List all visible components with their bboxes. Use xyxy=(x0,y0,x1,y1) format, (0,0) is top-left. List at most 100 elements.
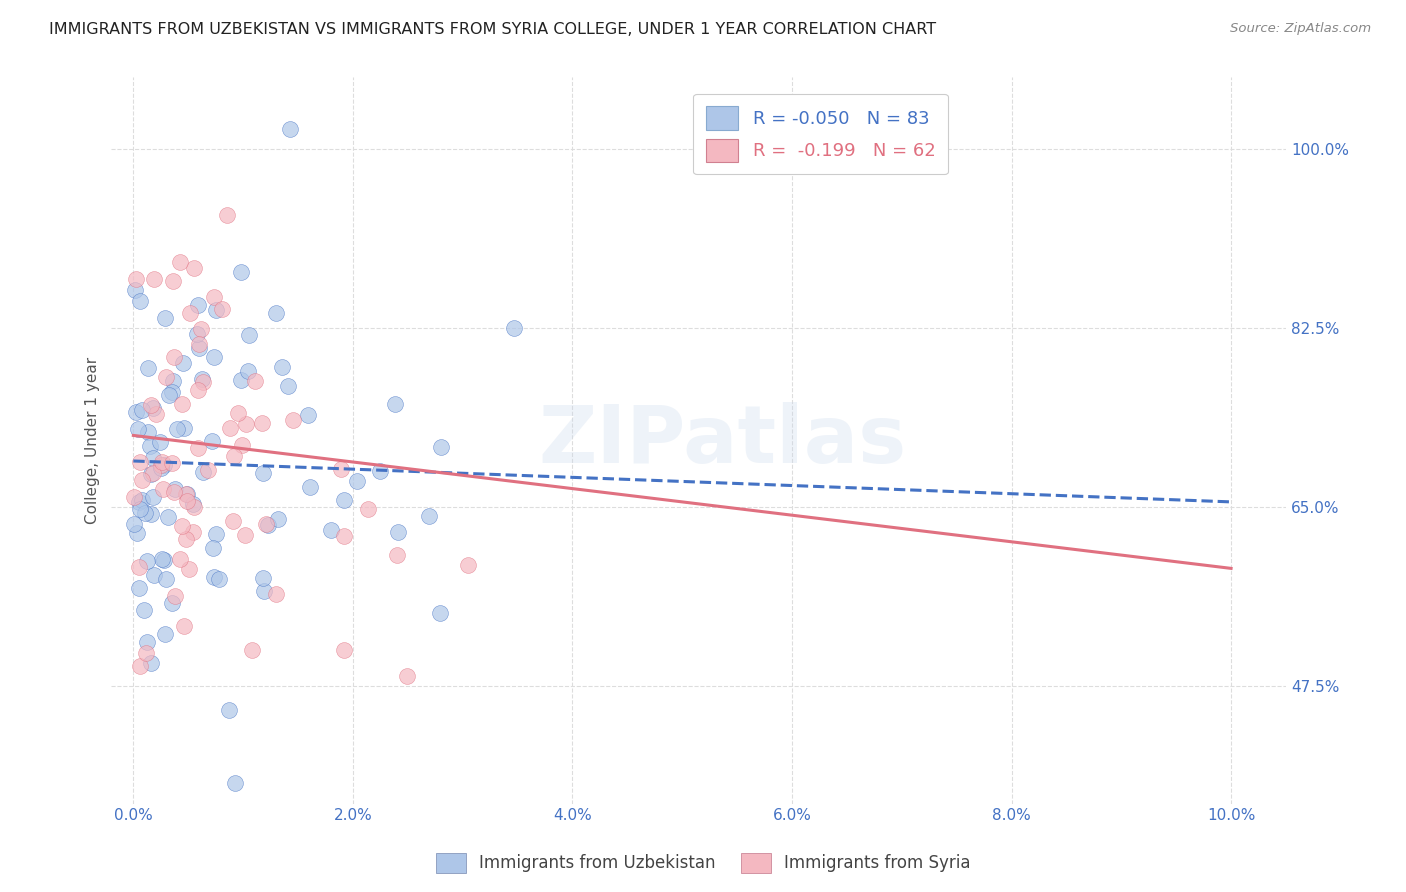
Point xyxy=(170,397,193,411)
Point xyxy=(152,553,174,567)
Point xyxy=(395,669,418,683)
Point xyxy=(142,401,165,415)
Point xyxy=(129,455,152,469)
Point xyxy=(193,376,215,390)
Point xyxy=(155,311,177,326)
Point xyxy=(172,519,194,533)
Point xyxy=(160,456,183,470)
Point xyxy=(252,571,274,585)
Point xyxy=(202,569,225,583)
Point xyxy=(142,450,165,465)
Point xyxy=(156,510,179,524)
Point xyxy=(163,351,186,365)
Point xyxy=(136,425,159,439)
Point xyxy=(162,384,184,399)
Point xyxy=(208,572,231,586)
Point xyxy=(155,627,177,641)
Point xyxy=(139,439,162,453)
Point xyxy=(128,495,150,509)
Point xyxy=(298,480,321,494)
Point xyxy=(266,587,288,601)
Point xyxy=(226,406,249,420)
Point xyxy=(270,360,292,375)
Point xyxy=(204,303,226,318)
Point xyxy=(233,528,256,542)
Point xyxy=(330,462,353,476)
Point xyxy=(141,467,163,481)
Point xyxy=(134,506,156,520)
Point xyxy=(457,558,479,573)
Point xyxy=(418,509,440,524)
Point xyxy=(152,458,174,473)
Text: ZIPatlas: ZIPatlas xyxy=(538,401,907,480)
Point xyxy=(202,541,225,556)
Point xyxy=(141,657,163,671)
Point xyxy=(150,461,173,475)
Point xyxy=(229,265,252,279)
Point xyxy=(267,512,290,526)
Point xyxy=(149,435,172,450)
Point xyxy=(129,659,152,673)
Point xyxy=(124,516,146,531)
Point xyxy=(135,635,157,649)
Point xyxy=(162,274,184,288)
Point xyxy=(135,553,157,567)
Point xyxy=(183,500,205,514)
Point xyxy=(283,412,305,426)
Point xyxy=(142,467,165,481)
Point xyxy=(201,434,224,448)
Point xyxy=(264,306,287,320)
Point xyxy=(128,560,150,574)
Point xyxy=(166,421,188,435)
Point xyxy=(149,458,172,472)
Point xyxy=(152,482,174,496)
Point xyxy=(143,271,166,285)
Point xyxy=(163,482,186,496)
Point xyxy=(127,526,149,541)
Point xyxy=(297,408,319,422)
Point xyxy=(321,523,343,537)
Point xyxy=(139,398,162,412)
Point xyxy=(124,283,146,297)
Point xyxy=(333,492,356,507)
Point xyxy=(250,416,273,430)
Point xyxy=(135,646,157,660)
Point xyxy=(124,491,146,505)
Point xyxy=(191,372,214,386)
Point xyxy=(253,584,276,599)
Point xyxy=(202,350,225,364)
Point xyxy=(169,254,191,268)
Point xyxy=(191,466,214,480)
Point xyxy=(172,356,194,370)
Point xyxy=(429,606,451,620)
Point xyxy=(162,374,184,388)
Point xyxy=(125,405,148,419)
Point xyxy=(222,514,245,528)
Point xyxy=(235,417,257,431)
Point xyxy=(384,397,406,411)
Point xyxy=(179,306,201,320)
Point xyxy=(165,589,187,603)
Point xyxy=(157,388,180,402)
Point xyxy=(346,474,368,488)
Point xyxy=(254,516,277,531)
Point xyxy=(176,533,198,547)
Point xyxy=(387,524,409,539)
Point xyxy=(177,562,200,576)
Point xyxy=(187,341,209,355)
Point xyxy=(143,568,166,582)
Point xyxy=(205,527,228,541)
Point xyxy=(131,473,153,487)
Point xyxy=(218,703,240,717)
Point xyxy=(430,440,453,454)
Point xyxy=(217,208,239,222)
Legend: R = -0.050   N = 83, R =  -0.199   N = 62: R = -0.050 N = 83, R = -0.199 N = 62 xyxy=(693,94,948,175)
Point xyxy=(333,529,356,543)
Point xyxy=(131,493,153,508)
Point xyxy=(127,422,149,436)
Point xyxy=(211,301,233,316)
Point xyxy=(231,372,253,386)
Point xyxy=(197,463,219,477)
Point xyxy=(252,467,274,481)
Text: IMMIGRANTS FROM UZBEKISTAN VS IMMIGRANTS FROM SYRIA COLLEGE, UNDER 1 YEAR CORREL: IMMIGRANTS FROM UZBEKISTAN VS IMMIGRANTS… xyxy=(49,22,936,37)
